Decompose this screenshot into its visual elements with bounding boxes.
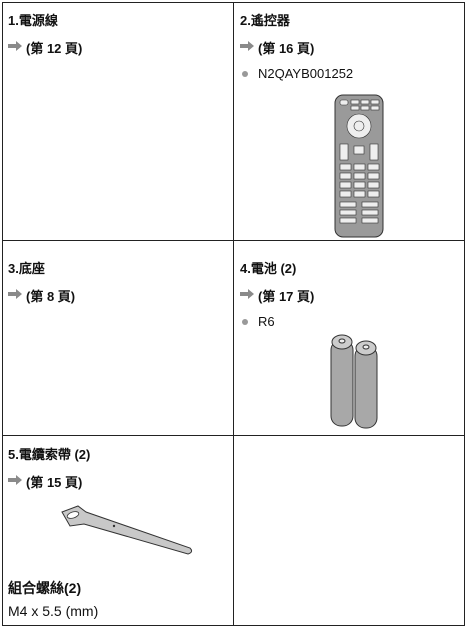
arrow-icon — [240, 289, 254, 299]
item-title: 5.電纜索帶 (2) — [8, 447, 91, 462]
item-title: 2.遙控器 — [240, 13, 290, 28]
page-ref: (第 12 頁) — [26, 41, 83, 56]
arrow-icon — [8, 41, 22, 51]
page-ref: (第 15 頁) — [26, 475, 83, 490]
bullet — [242, 71, 248, 77]
cable-tie-illustration — [61, 505, 193, 555]
item-title: 3.底座 — [8, 261, 45, 276]
page-ref: (第 8 頁) — [26, 289, 76, 304]
screw-size: M4 x 5.5 (mm) — [8, 603, 99, 619]
item-title: 1.電源線 — [8, 13, 58, 28]
item-title: 4.電池 (2) — [240, 261, 297, 276]
arrow-icon — [8, 289, 22, 299]
page-ref: (第 16 頁) — [258, 41, 315, 56]
battery-type: R6 — [258, 314, 275, 329]
remote-illustration — [334, 94, 384, 238]
arrow-icon — [8, 475, 22, 485]
page-ref: (第 17 頁) — [258, 289, 315, 304]
bullet — [242, 319, 248, 325]
batteries-illustration — [330, 334, 378, 429]
arrow-icon — [240, 41, 254, 51]
model-number: N2QAYB001252 — [258, 66, 354, 81]
screw-title: 組合螺絲(2) — [8, 580, 82, 596]
